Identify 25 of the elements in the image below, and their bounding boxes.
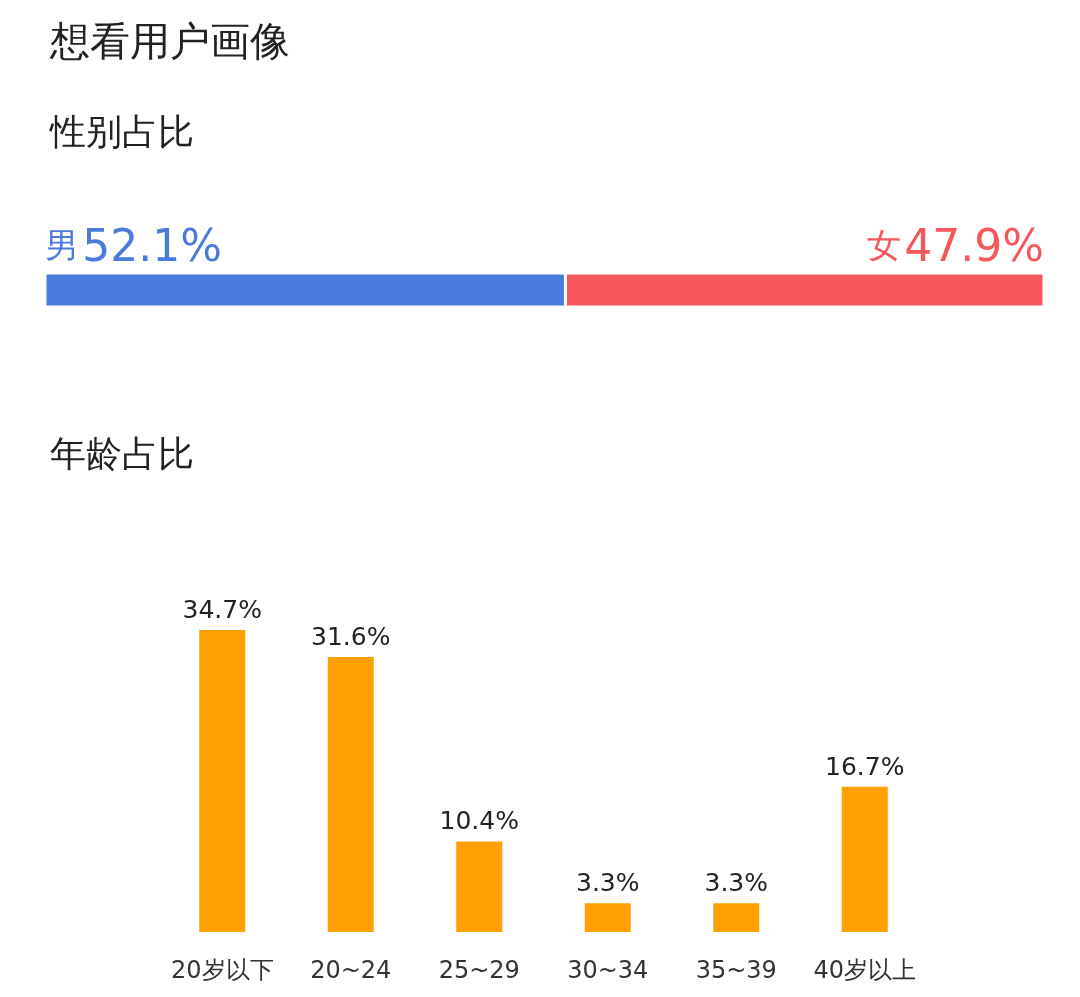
x-tick-label: 20岁以下 <box>170 956 274 984</box>
bar <box>841 786 888 932</box>
x-tick-label: 25~29 <box>438 956 520 984</box>
data-label: 52.1% <box>82 219 223 271</box>
data-label: 16.7% <box>825 751 905 781</box>
bar <box>456 841 503 932</box>
x-tick-label: 40岁以上 <box>813 956 917 984</box>
x-tick-label: 30~34 <box>567 956 649 984</box>
bar <box>199 630 246 932</box>
series-label: 女 <box>866 225 901 265</box>
bar <box>713 903 760 932</box>
data-label: 3.3% <box>575 868 640 898</box>
chart-subtitle: 性别占比 <box>49 110 194 152</box>
chart-title: 想看用户画像 <box>49 18 290 64</box>
x-tick-label: 35~39 <box>695 956 777 984</box>
data-label: 10.4% <box>439 806 519 836</box>
chart-title: 年龄占比 <box>50 432 194 474</box>
bar <box>584 903 631 932</box>
data-label: 31.6% <box>311 621 391 651</box>
bar <box>327 656 374 932</box>
series-label: 男 <box>45 225 79 265</box>
data-label: 3.3% <box>704 868 769 898</box>
data-label: 34.7% <box>182 595 262 624</box>
x-tick-label: 20~24 <box>310 956 392 984</box>
data-label: 47.9% <box>904 219 1044 271</box>
